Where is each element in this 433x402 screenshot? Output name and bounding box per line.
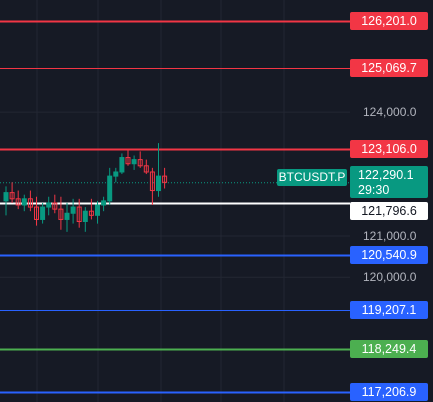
candle[interactable] (107, 167, 113, 205)
candle[interactable] (15, 190, 21, 210)
last-price-badge: 122,290.1 29:30 (350, 166, 428, 198)
candle-body (9, 192, 15, 200)
candle-body (70, 206, 76, 214)
candle-body (34, 206, 39, 220)
level-price-label: 126,201.0 (350, 12, 428, 30)
candle-body (125, 157, 131, 165)
candle[interactable] (40, 202, 46, 224)
candle[interactable] (82, 207, 88, 232)
candle[interactable] (143, 159, 149, 175)
candle[interactable] (113, 167, 119, 183)
candle-body (40, 206, 46, 220)
candle[interactable] (34, 196, 39, 226)
candle[interactable] (9, 182, 15, 203)
level-price-label: 125,069.7 (350, 59, 428, 77)
candle[interactable] (119, 153, 125, 175)
candle[interactable] (95, 200, 100, 224)
level-price-label: 118,249.4 (350, 340, 428, 358)
candle-body (64, 212, 70, 220)
candle-body (27, 198, 33, 208)
level-price-label: 123,106.0 (350, 140, 428, 158)
candle[interactable] (101, 196, 107, 212)
candle-body (58, 208, 64, 220)
candle-body (95, 204, 100, 216)
candle[interactable] (46, 196, 52, 216)
candle[interactable] (70, 198, 76, 224)
white-level-price-label: 121,796.6 (350, 202, 428, 220)
candle[interactable] (137, 151, 143, 168)
candle-body (137, 159, 143, 167)
candle-body (52, 202, 58, 210)
level-price-label: 117,206.9 (350, 383, 428, 401)
axis-tick-label: 124,000.0 (363, 105, 417, 120)
axis-tick-label: 121,000.0 (363, 228, 417, 243)
last-price-value: 122,290.1 (358, 168, 414, 182)
axis-tick-label: 120,000.0 (363, 270, 417, 285)
level-price-label: 119,207.1 (350, 301, 428, 319)
candle[interactable] (58, 196, 64, 230)
candle-body (131, 159, 137, 165)
candle[interactable] (52, 194, 58, 214)
candle[interactable] (3, 186, 9, 216)
candle-body (3, 192, 9, 202)
candle-body (46, 202, 52, 208)
candle-body (113, 171, 119, 177)
candle-body (162, 175, 168, 183)
candle-body (156, 175, 161, 192)
candle-body (82, 210, 88, 223)
candle[interactable] (131, 155, 137, 170)
candle-body (107, 175, 113, 202)
candle[interactable] (27, 190, 33, 212)
candle[interactable] (64, 202, 70, 232)
candle-body (143, 165, 149, 173)
candle[interactable] (156, 143, 161, 197)
candle[interactable] (125, 149, 131, 166)
candle[interactable] (76, 198, 82, 228)
candle[interactable] (88, 198, 94, 220)
candle-body (119, 157, 125, 173)
candle-body (76, 206, 82, 223)
candle-body (88, 210, 94, 216)
candle[interactable] (149, 167, 155, 205)
symbol-tag: BTCUSDT.P (277, 169, 347, 186)
candle-body (149, 171, 155, 192)
candle-body (101, 200, 107, 206)
bar-countdown: 29:30 (358, 183, 390, 197)
candle-body (21, 198, 27, 206)
price-axis[interactable]: 124,000.0 121,000.0 120,000.0 126,201.0 125,… (345, 0, 433, 402)
candle[interactable] (21, 194, 27, 212)
candle-body (15, 198, 21, 206)
level-price-label: 120,540.9 (350, 246, 428, 264)
candle[interactable] (162, 167, 168, 189)
